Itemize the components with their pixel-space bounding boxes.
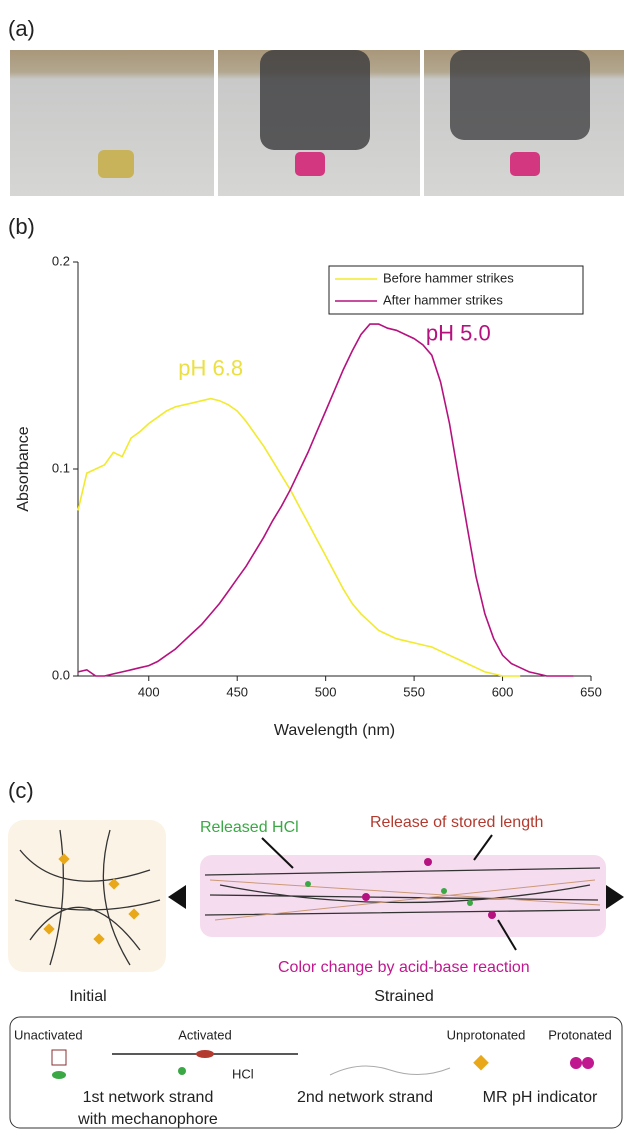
legend-text: Activated <box>178 1027 231 1042</box>
strained-box <box>200 855 606 937</box>
strand <box>329 1065 451 1076</box>
series-line <box>77 397 521 677</box>
hammer-blur <box>450 50 590 140</box>
legend-text: HCl <box>232 1066 254 1081</box>
legend-text: Unprotonated <box>447 1027 526 1042</box>
label: Release of stored length <box>370 814 543 831</box>
y-tick-label: 0.0 <box>52 667 70 682</box>
x-axis-label: Wavelength (nm) <box>274 722 395 739</box>
gel-sample <box>98 150 134 178</box>
x-tick-label: 450 <box>226 684 248 699</box>
legend-box <box>328 265 584 315</box>
chart: 0.0 0.1 0.2 400 450 500 550 600 650 Wavelength (n… <box>15 253 602 739</box>
y-tick-label: 0.2 <box>52 253 70 268</box>
y-axis-label: Absorbance <box>15 426 32 511</box>
legend-text: Unactivated <box>14 1027 83 1042</box>
panel-label: (b) <box>8 214 35 239</box>
y-tick-label: 0.1 <box>52 460 70 475</box>
gel-sample <box>510 152 540 176</box>
mechanophore <box>51 1049 67 1066</box>
label: Released HCl <box>200 819 299 836</box>
label: Initial <box>69 988 106 1005</box>
legend-text: with mechanophore <box>77 1111 218 1128</box>
annotation: pH 6.8 <box>178 355 243 380</box>
gel-sample <box>295 152 325 176</box>
strained-strands <box>204 867 601 916</box>
arrow-left <box>168 885 186 909</box>
x-tick-label: 600 <box>492 684 514 699</box>
mechanophore <box>52 1071 66 1079</box>
x-tick-label: 550 <box>403 684 425 699</box>
mechanophore <box>196 1050 214 1058</box>
legend-text: MR pH indicator <box>483 1089 598 1106</box>
panel-label: (a) <box>8 16 35 41</box>
legend-label: After hammer strikes <box>383 292 503 307</box>
indicator <box>473 1054 489 1071</box>
label: Strained <box>374 988 434 1005</box>
hcl-dot <box>178 1067 186 1075</box>
indicator <box>582 1057 594 1069</box>
network-strands <box>14 829 161 966</box>
panel-label: (c) <box>8 778 34 803</box>
legend-box <box>9 1016 623 1129</box>
second-strands <box>209 879 601 921</box>
x-tick-label: 400 <box>138 684 160 699</box>
annotation: pH 5.0 <box>426 320 491 345</box>
label: Color change by acid-base reaction <box>278 959 530 976</box>
hcl-dots <box>305 881 473 906</box>
legend-label: Before hammer strikes <box>383 270 514 285</box>
initial-box <box>8 820 166 972</box>
legend-text: 1st network strand <box>83 1089 214 1106</box>
pointer <box>261 837 294 869</box>
x-tick-label: 650 <box>580 684 602 699</box>
series-line <box>77 323 574 677</box>
pointer <box>473 834 493 861</box>
hammer-blur <box>260 50 370 150</box>
arrow-right <box>606 885 624 909</box>
indicator <box>570 1057 582 1069</box>
legend-text: Protonated <box>548 1027 612 1042</box>
pointer <box>497 919 517 951</box>
legend-text: 2nd network strand <box>297 1089 433 1106</box>
x-tick-label: 500 <box>315 684 337 699</box>
protonated <box>362 858 496 919</box>
